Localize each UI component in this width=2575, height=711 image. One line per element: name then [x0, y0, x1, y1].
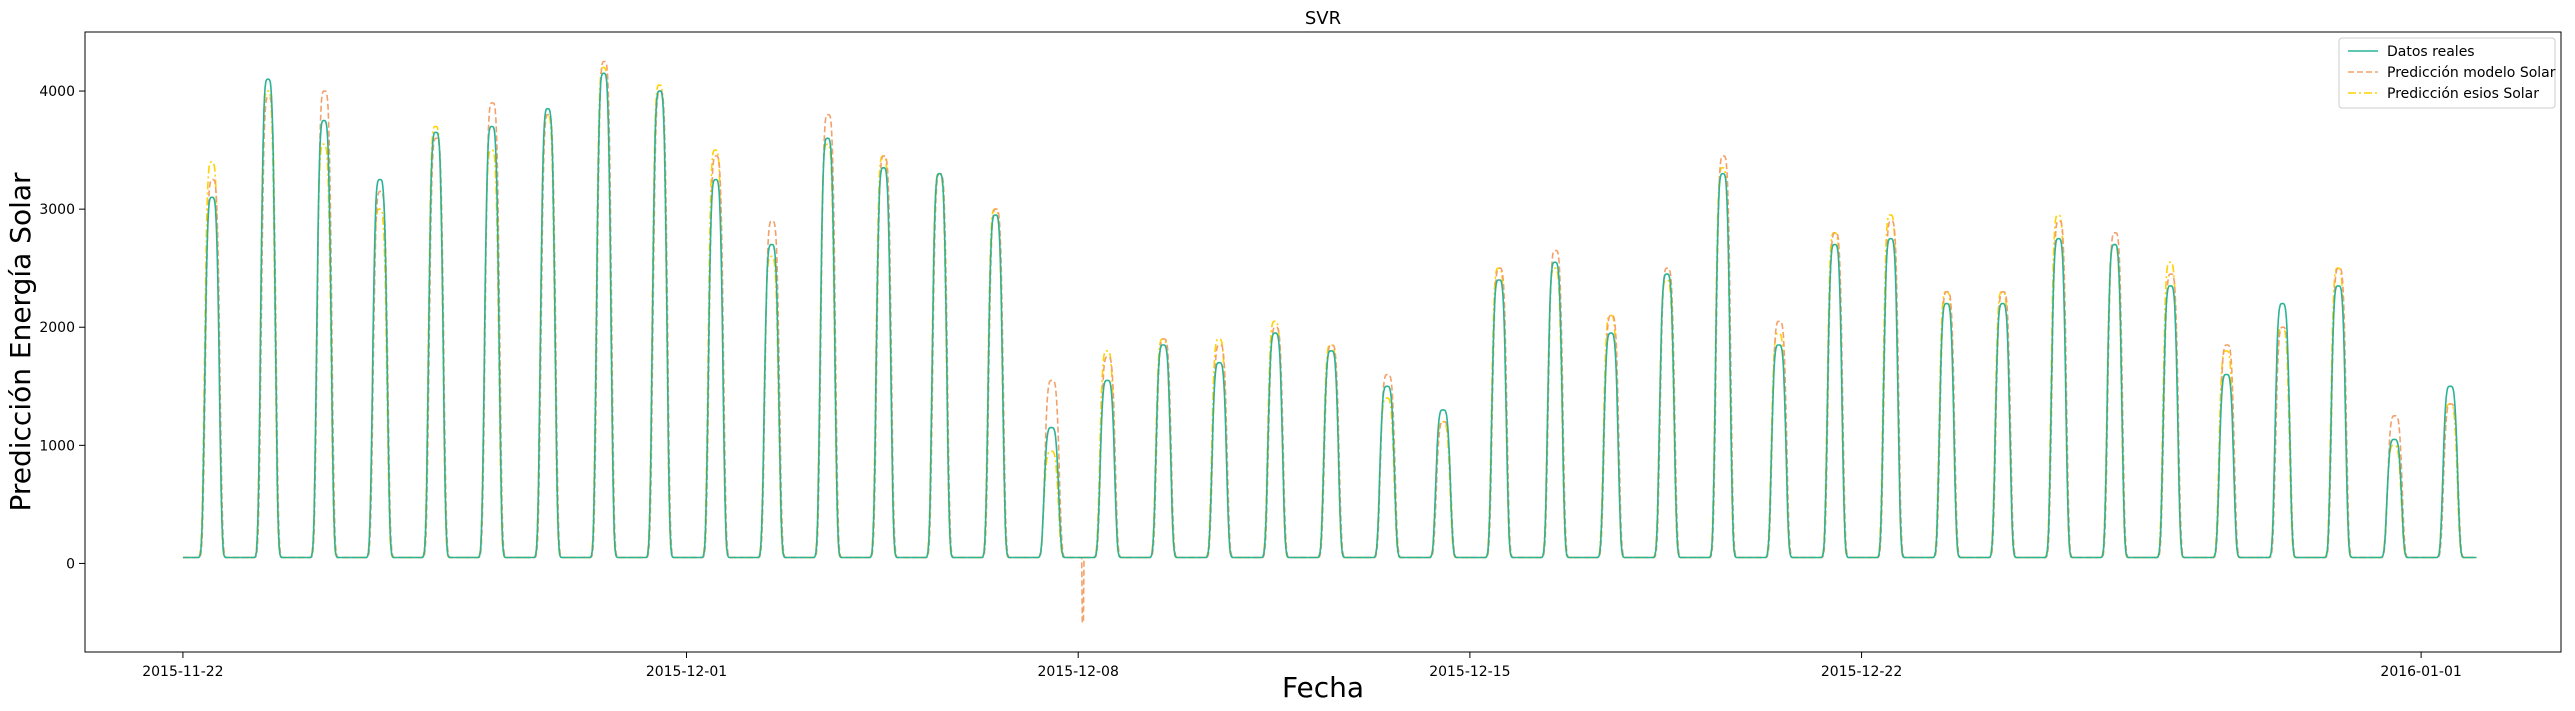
y-tick-label: 4000 — [39, 84, 75, 100]
y-tick-label: 0 — [66, 556, 75, 572]
series-line-real — [182, 72, 2477, 559]
x-tick-label: 2015-12-01 — [646, 664, 727, 680]
legend-box — [2338, 37, 2556, 109]
legend-label-esios: Predicción esios Solar — [2387, 86, 2539, 102]
x-tick-label: 2016-01-01 — [2380, 664, 2461, 680]
y-tick-label: 1000 — [39, 438, 75, 454]
x-axis: 2015-11-22 2015-12-01 2015-12-08 2015-12-15… — [142, 652, 2462, 680]
x-axis-title: Fecha — [1282, 671, 1364, 704]
legend-label-real: Datos reales — [2387, 44, 2475, 60]
chart-title: SVR — [1305, 8, 1341, 29]
x-tick-label: 2015-11-22 — [142, 664, 223, 680]
x-tick-label: 2015-12-22 — [1821, 664, 1902, 680]
plot-frame — [84, 31, 2562, 653]
y-tick-label: 2000 — [39, 320, 75, 336]
legend: Datos reales Predicción modelo Solar Pre… — [2338, 37, 2556, 109]
x-tick-label: 2015-12-08 — [1038, 664, 1119, 680]
y-axis-title: Predicción Energía Solar — [4, 172, 37, 512]
y-tick-label: 3000 — [39, 202, 75, 218]
series-layer — [182, 60, 2477, 624]
x-tick-label: 2015-12-15 — [1429, 664, 1510, 680]
y-axis: 0 1000 2000 3000 4000 — [39, 84, 85, 572]
plot-area — [85, 32, 2561, 652]
legend-label-model: Predicción modelo Solar — [2387, 65, 2556, 81]
